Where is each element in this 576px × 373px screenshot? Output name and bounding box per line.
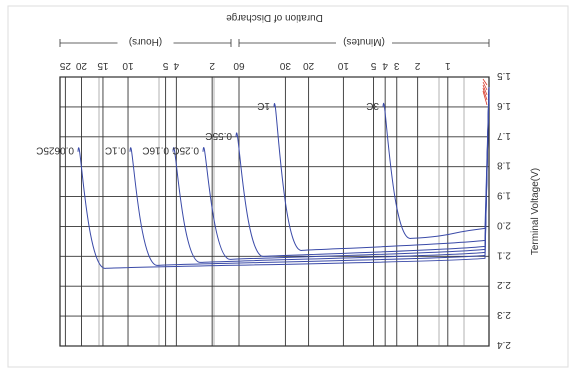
discharge-curve bbox=[382, 86, 490, 239]
y-axis-title: Terminal Voltage(V) bbox=[530, 168, 541, 255]
x-tick-label: 25 bbox=[59, 60, 71, 71]
series-label: 0.1C bbox=[105, 145, 126, 156]
discharge-curve bbox=[77, 86, 490, 269]
discharge-curve bbox=[172, 86, 490, 263]
x-tick-label: 4 bbox=[382, 60, 388, 71]
start-mark bbox=[482, 90, 488, 106]
discharge-curve bbox=[202, 86, 490, 260]
y-tick-label: 1.7 bbox=[497, 130, 511, 141]
x-tick-label: 5 bbox=[370, 60, 376, 71]
series-label: 0.25C bbox=[172, 145, 199, 156]
y-tick-label: 2.0 bbox=[497, 219, 511, 230]
y-tick-label: 2.1 bbox=[497, 249, 511, 260]
start-mark bbox=[482, 87, 488, 101]
y-tick-label: 2.3 bbox=[497, 309, 511, 320]
series-label: 3C bbox=[366, 100, 379, 111]
series-label: 0.16C bbox=[142, 145, 169, 156]
minutes-bracket-label: (Minutes) bbox=[343, 36, 385, 47]
x-tick-label: 20 bbox=[75, 60, 87, 71]
chart-curves bbox=[77, 78, 490, 269]
x-axis-title: Duration of Discharge bbox=[226, 12, 323, 23]
y-tick-label: 1.9 bbox=[497, 190, 511, 201]
x-tick-label: 60 bbox=[233, 60, 245, 71]
x-tick-label: 10 bbox=[122, 60, 134, 71]
hours-bracket-label: (Hours) bbox=[129, 36, 162, 47]
chart-border bbox=[7, 5, 569, 368]
x-tick-label: 20 bbox=[303, 60, 315, 71]
chart-grid bbox=[59, 39, 490, 347]
series-label: 0.0625C bbox=[36, 145, 74, 156]
hours-bracket-label-bg bbox=[117, 36, 174, 50]
y-tick-label: 2.4 bbox=[497, 339, 511, 350]
y-tick-label: 1.8 bbox=[497, 160, 511, 171]
x-tick-label: 10 bbox=[337, 60, 349, 71]
minutes-bracket-label-bg bbox=[336, 36, 392, 50]
start-mark bbox=[482, 84, 488, 96]
chart-labels: 2.42.32.22.12.01.91.81.71.61.51234510203… bbox=[36, 12, 541, 350]
series-label: 1C bbox=[257, 100, 270, 111]
y-tick-label: 1.6 bbox=[497, 100, 511, 111]
start-mark bbox=[482, 78, 488, 86]
discharge-curve bbox=[129, 86, 490, 266]
discharge-curve bbox=[235, 86, 490, 257]
x-tick-label: 4 bbox=[173, 60, 179, 71]
series-label: 0.55C bbox=[205, 130, 232, 141]
x-tick-label: 30 bbox=[279, 60, 291, 71]
x-tick-label: 2 bbox=[414, 60, 420, 71]
x-tick-label: 15 bbox=[97, 60, 109, 71]
y-tick-label: 1.5 bbox=[497, 70, 511, 81]
x-tick-label: 2 bbox=[209, 60, 215, 71]
discharge-curve bbox=[273, 86, 490, 251]
y-tick-label: 2.2 bbox=[497, 279, 511, 290]
start-mark bbox=[482, 81, 488, 91]
x-tick-label: 5 bbox=[162, 60, 168, 71]
x-tick-label: 1 bbox=[445, 60, 451, 71]
x-tick-label: 3 bbox=[394, 60, 400, 71]
